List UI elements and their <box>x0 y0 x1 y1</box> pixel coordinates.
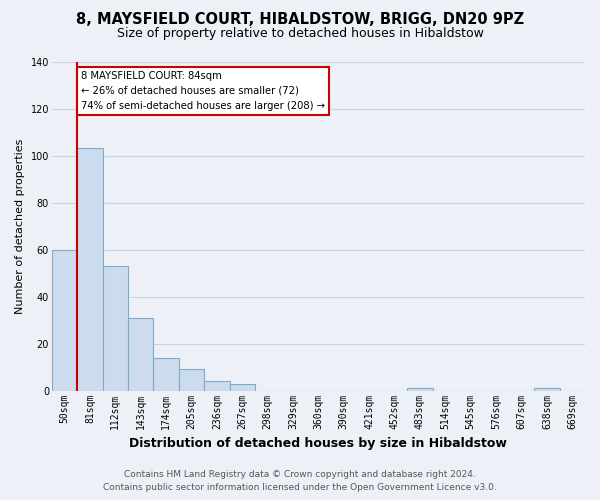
Bar <box>230 384 255 390</box>
Text: Contains HM Land Registry data © Crown copyright and database right 2024.
Contai: Contains HM Land Registry data © Crown c… <box>103 470 497 492</box>
Text: 8 MAYSFIELD COURT: 84sqm
← 26% of detached houses are smaller (72)
74% of semi-d: 8 MAYSFIELD COURT: 84sqm ← 26% of detach… <box>81 71 325 110</box>
Bar <box>204 381 230 390</box>
Text: Size of property relative to detached houses in Hibaldstow: Size of property relative to detached ho… <box>116 28 484 40</box>
Bar <box>77 148 103 390</box>
Bar <box>103 266 128 390</box>
Text: 8, MAYSFIELD COURT, HIBALDSTOW, BRIGG, DN20 9PZ: 8, MAYSFIELD COURT, HIBALDSTOW, BRIGG, D… <box>76 12 524 28</box>
X-axis label: Distribution of detached houses by size in Hibaldstow: Distribution of detached houses by size … <box>130 437 508 450</box>
Bar <box>179 370 204 390</box>
Bar <box>154 358 179 390</box>
Bar <box>52 250 77 390</box>
Bar <box>534 388 560 390</box>
Y-axis label: Number of detached properties: Number of detached properties <box>15 138 25 314</box>
Bar <box>407 388 433 390</box>
Bar <box>128 318 154 390</box>
